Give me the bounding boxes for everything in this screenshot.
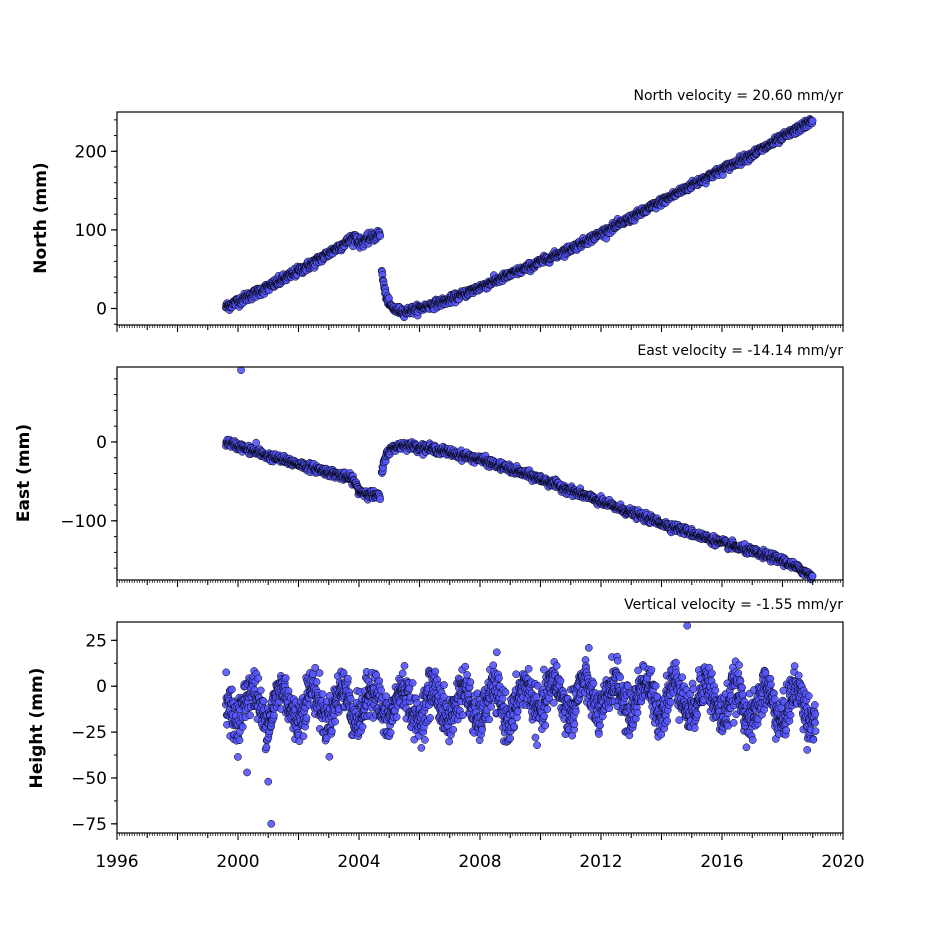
north-velocity-title: North velocity = 20.60 mm/yr: [633, 88, 843, 104]
north-y-tick-label: 100: [75, 221, 107, 241]
height-data-point: [507, 735, 514, 742]
height-data-point: [234, 753, 241, 760]
height-data-point: [313, 678, 320, 685]
height-data-point: [300, 733, 307, 740]
height-data-point: [340, 669, 347, 676]
height-data-point: [525, 665, 532, 672]
height-data-point: [495, 675, 502, 682]
height-data-point: [282, 674, 289, 681]
height-data-point: [377, 687, 384, 694]
height-data-point: [270, 712, 277, 719]
east-data-point: [809, 573, 816, 580]
height-data-point: [260, 698, 267, 705]
height-data-point: [478, 726, 485, 733]
height-data-point: [446, 738, 453, 745]
east-axes: −100 0: [60, 379, 843, 587]
height-data-point: [387, 729, 394, 736]
height-data-point: [257, 687, 264, 694]
height-data-point: [319, 691, 326, 698]
height-data-point: [486, 716, 493, 723]
height-data-point: [393, 713, 400, 720]
height-data-point: [462, 663, 469, 670]
height-data-point: [514, 708, 521, 715]
height-data-point: [467, 678, 474, 685]
height-data-point: [464, 671, 471, 678]
height-data-point: [344, 675, 351, 682]
north-y-tick-label: 0: [96, 299, 107, 319]
east-velocity-title: East velocity = -14.14 mm/yr: [637, 343, 843, 359]
east-y-tick-label: −100: [60, 512, 107, 532]
height-data-point: [493, 649, 500, 656]
north-data-point: [809, 117, 816, 124]
height-data-point: [359, 723, 366, 730]
vertical-velocity-title: Vertical velocity = -1.55 mm/yr: [624, 597, 843, 613]
height-data-point: [316, 669, 323, 676]
height-data-point: [409, 679, 416, 686]
height-data-point: [326, 753, 333, 760]
height-data-point: [459, 712, 466, 719]
height-data-point: [247, 712, 254, 719]
height-data-point: [255, 675, 262, 682]
height-data-point: [263, 744, 270, 751]
east-y-axis-label: East (mm): [14, 424, 34, 522]
north-data-point: [719, 171, 726, 178]
height-data-point: [426, 714, 433, 721]
east-outlier-point: [253, 439, 260, 446]
east-data-point: [377, 496, 384, 503]
north-data-points: [222, 115, 816, 321]
height-data-point: [511, 723, 518, 730]
height-data-point: [440, 681, 447, 688]
height-data-point: [532, 734, 539, 741]
height-data-point: [239, 723, 246, 730]
height-y-axis-label: Height (mm): [27, 668, 47, 789]
height-data-point: [328, 728, 335, 735]
height-data-point: [513, 671, 520, 678]
height-data-point: [418, 744, 425, 751]
height-data-point: [223, 669, 230, 676]
north-data-point: [377, 232, 384, 239]
height-data-point: [331, 718, 338, 725]
east-panel: East velocity = -14.14 mm/yr East (mm) −…: [14, 343, 843, 587]
height-data-point: [399, 670, 406, 677]
height-data-point: [421, 736, 428, 743]
east-data-points: [222, 367, 816, 584]
east-y-tick-label: 0: [96, 433, 107, 453]
north-y-tick-label: 200: [75, 142, 107, 162]
height-data-point: [303, 714, 310, 721]
height-data-points: [222, 622, 819, 827]
height-data-point: [490, 662, 497, 669]
height-data-point: [502, 689, 509, 696]
north-y-axis-label: North (mm): [31, 162, 51, 273]
height-data-point: [487, 703, 494, 710]
height-data-point: [401, 662, 408, 669]
height-data-point: [236, 737, 243, 744]
height-panel: Vertical velocity = -1.55 mm/yr Height (…: [27, 597, 865, 872]
height-data-point: [228, 686, 235, 693]
east-outlier-point: [237, 367, 244, 374]
height-data-point: [450, 726, 457, 733]
north-panel: North velocity = 20.60 mm/yr North (mm) …: [31, 88, 843, 332]
height-data-point: [499, 695, 506, 702]
height-data-point: [432, 668, 439, 675]
